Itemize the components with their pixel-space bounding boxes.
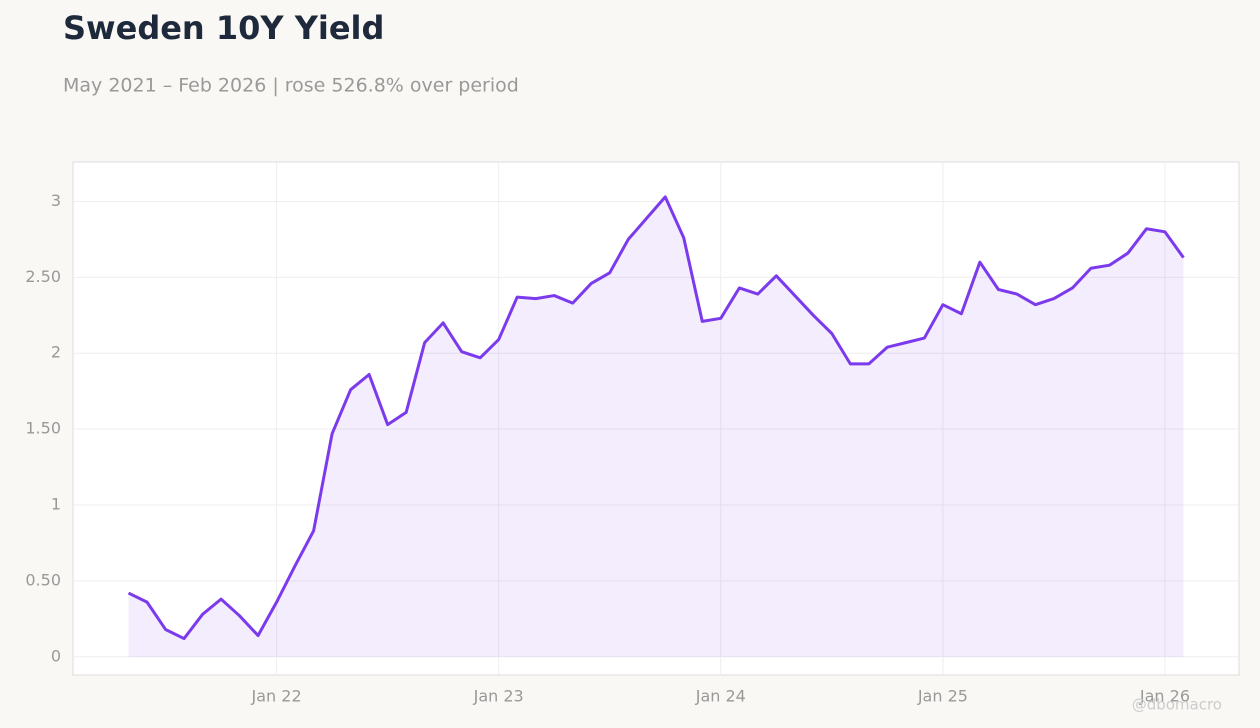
line [127,195,1185,641]
x-tick-label: Jan 23 [473,687,524,706]
chart-subtitle: May 2021 – Feb 2026 | rose 526.8% over p… [63,75,519,97]
y-tick-label: 2.50 [25,267,61,286]
watermark: @dbomacro [1132,696,1222,714]
x-tick-label: Jan 25 [917,687,968,706]
chart-title: Sweden 10Y Yield [63,9,384,47]
y-tick-label: 1 [51,495,61,514]
y-tick-label: 3 [51,191,61,210]
y-tick-label: 1.50 [25,419,61,438]
x-tick-label: Jan 22 [251,687,302,706]
x-tick-label: Jan 26 [1139,687,1190,706]
x-tick-label: Jan 24 [695,687,746,706]
area [128,196,1184,657]
y-tick-label: 0.50 [25,570,61,589]
y-tick-label: 0 [51,646,61,665]
y-tick-label: 2 [51,343,61,362]
plot-area [72,161,1240,676]
